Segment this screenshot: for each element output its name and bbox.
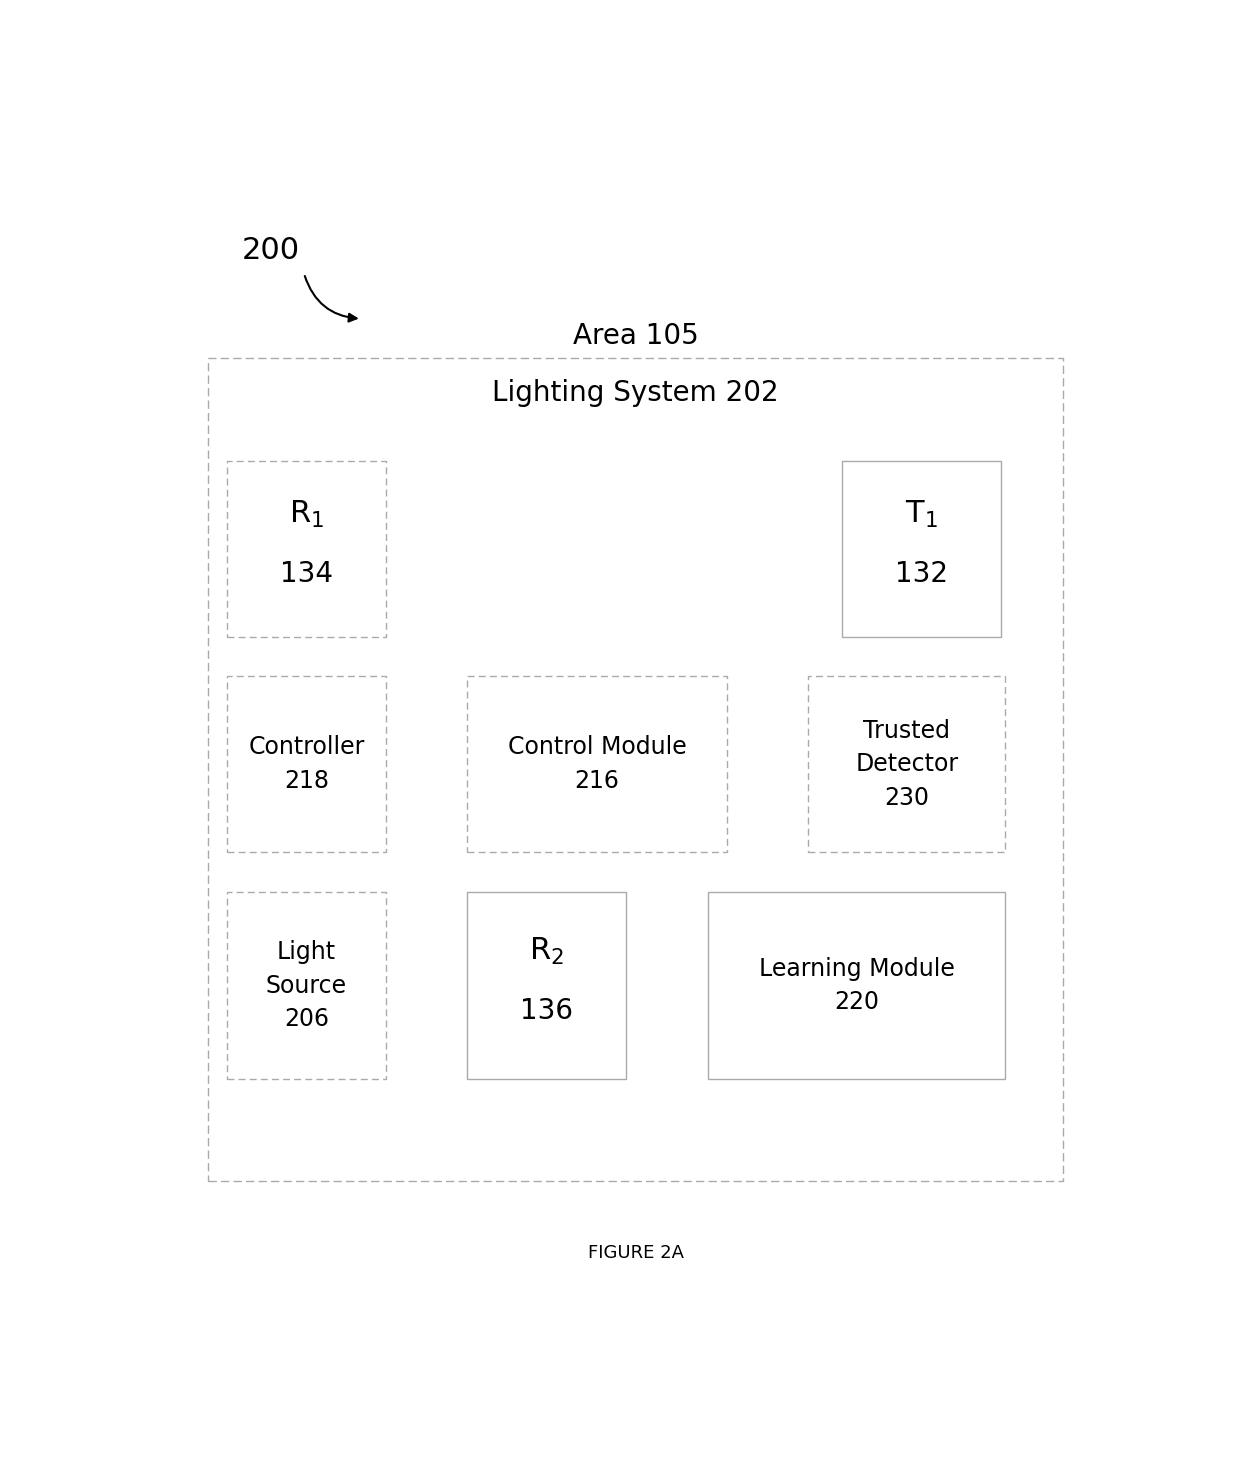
Text: Area 105: Area 105 xyxy=(573,321,698,349)
Text: 132: 132 xyxy=(895,560,947,588)
Text: FIGURE 2A: FIGURE 2A xyxy=(588,1244,683,1262)
Text: $\mathregular{R_2}$: $\mathregular{R_2}$ xyxy=(529,936,564,967)
Text: 200: 200 xyxy=(242,236,299,265)
Bar xyxy=(467,892,626,1079)
Bar xyxy=(467,677,727,852)
Bar xyxy=(808,677,1006,852)
Text: Trusted
Detector
230: Trusted Detector 230 xyxy=(856,719,959,809)
Text: Lighting System 202: Lighting System 202 xyxy=(492,379,779,407)
Bar xyxy=(227,460,386,637)
Text: $\mathregular{T_1}$: $\mathregular{T_1}$ xyxy=(905,500,937,531)
Text: 134: 134 xyxy=(280,560,332,588)
Text: 136: 136 xyxy=(520,996,573,1024)
Text: Light
Source
206: Light Source 206 xyxy=(265,940,347,1030)
Text: $\mathregular{R_1}$: $\mathregular{R_1}$ xyxy=(289,500,324,531)
Bar xyxy=(842,460,1001,637)
Bar xyxy=(208,358,1063,1181)
Bar xyxy=(227,892,386,1079)
Text: Controller
218: Controller 218 xyxy=(248,736,365,793)
Text: Control Module
216: Control Module 216 xyxy=(507,736,687,793)
Bar xyxy=(708,892,1006,1079)
Bar xyxy=(227,677,386,852)
Text: Learning Module
220: Learning Module 220 xyxy=(759,957,955,1014)
